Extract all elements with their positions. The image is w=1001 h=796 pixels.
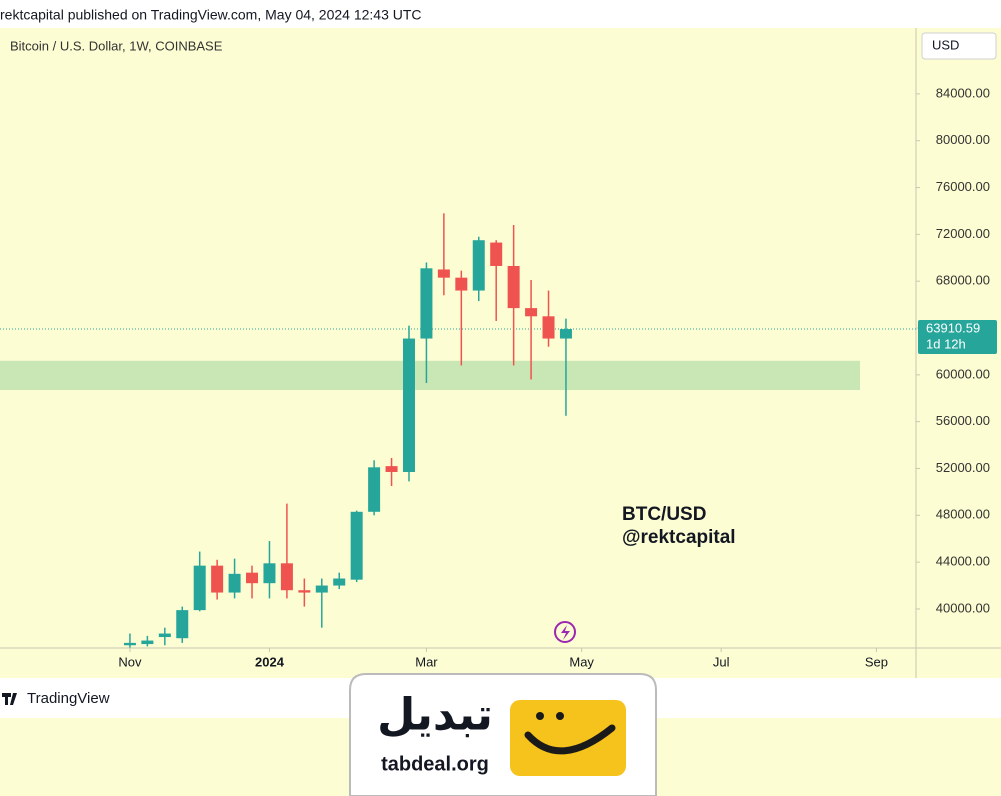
candle-body: [263, 563, 276, 584]
header-text: rektcapital published on TradingView.com…: [0, 7, 422, 23]
candle-body: [507, 265, 520, 309]
watermark-title: تبدیل: [377, 691, 493, 740]
watermark-logo-smile: [524, 724, 616, 755]
candle-body: [525, 308, 538, 317]
y-tick-label: 48000.00: [936, 507, 990, 522]
x-tick-label: Mar: [415, 654, 438, 669]
currency-box: [921, 32, 997, 60]
candle-body: [211, 565, 224, 593]
y-tick-label: 68000.00: [936, 273, 990, 288]
candle-body: [559, 329, 572, 339]
y-tick-label: 72000.00: [936, 226, 990, 241]
plot-bg: [0, 28, 1001, 678]
y-tick-label: 56000.00: [936, 413, 990, 428]
x-tick-label: May: [569, 654, 594, 669]
candle-body: [385, 466, 398, 472]
x-tick-label: Sep: [865, 654, 888, 669]
candle-body: [176, 610, 189, 639]
brand-logo: [2, 693, 17, 705]
candle-body: [298, 590, 311, 593]
candle-body: [368, 467, 381, 512]
candle-body: [420, 268, 433, 339]
candle-body: [542, 316, 555, 339]
candle-body: [246, 572, 259, 584]
candle-body: [490, 242, 503, 266]
brand: TradingView: [27, 690, 110, 707]
watermark-logo-eye: [536, 712, 544, 720]
x-tick-label: 2024: [255, 654, 285, 669]
candle-body: [437, 269, 450, 278]
last-price-box: [918, 320, 997, 355]
candle-body: [315, 585, 328, 593]
candle-body: [402, 338, 415, 472]
chart-title: Bitcoin / U.S. Dollar, 1W, COINBASE: [10, 38, 223, 53]
watermark-url: tabdeal.org: [381, 753, 489, 775]
candle-body: [472, 240, 485, 291]
candle-body: [333, 578, 346, 586]
last-price-label: 63910.59: [926, 320, 980, 335]
x-tick-label: Jul: [713, 654, 730, 669]
candle-body: [280, 563, 293, 591]
candle-body: [193, 565, 206, 611]
currency: USD: [932, 37, 959, 52]
header-bg: [0, 0, 1001, 28]
y-tick-label: 76000.00: [936, 179, 990, 194]
annotation: BTC/USD: [622, 504, 706, 525]
annotation: @rektcapital: [622, 527, 736, 548]
candle-body: [350, 511, 363, 580]
candle-body: [455, 277, 468, 291]
y-tick-label: 80000.00: [936, 132, 990, 147]
candle-body: [158, 633, 171, 638]
y-tick-label: 84000.00: [936, 85, 990, 100]
candle-body: [228, 573, 241, 593]
y-tick-label: 52000.00: [936, 460, 990, 475]
event-icon: [554, 621, 576, 643]
event-icon-bolt: [561, 625, 570, 640]
support-zone: [0, 360, 860, 391]
countdown: 1d 12h: [926, 336, 966, 351]
y-tick-label: 40000.00: [936, 600, 990, 615]
y-tick-label: 44000.00: [936, 554, 990, 569]
watermark-logo-eye: [556, 712, 564, 720]
candle-body: [141, 640, 154, 645]
candle-body: [123, 642, 136, 646]
y-tick-label: 60000.00: [936, 366, 990, 381]
x-tick-label: Nov: [118, 654, 142, 669]
